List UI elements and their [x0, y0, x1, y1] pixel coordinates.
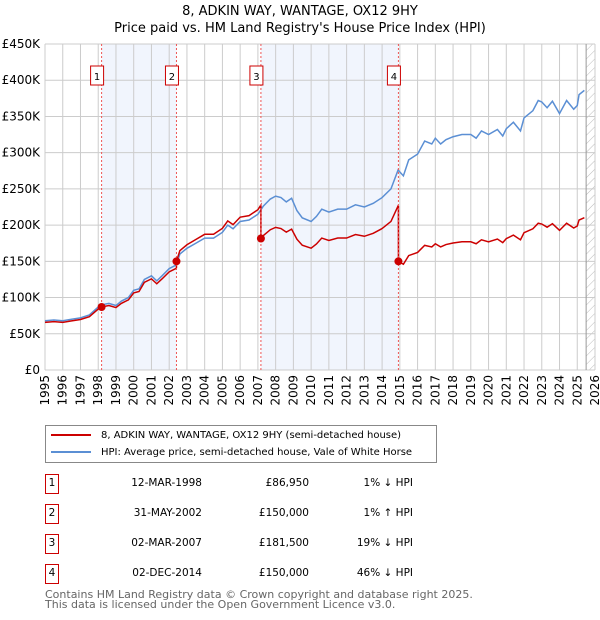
y-tick-label: £100K — [2, 291, 42, 305]
y-tick-label: £50K — [9, 327, 41, 341]
sale-point — [256, 234, 265, 243]
sale-number: 3 — [253, 72, 259, 83]
sale-hpi-diff: 19% ↓ HPI — [356, 537, 413, 549]
sale-number-badge: 2 — [45, 504, 59, 524]
sale-row: 4 02-DEC-2014 £150,000 46% ↓ HPI — [45, 564, 445, 586]
hpi-line — [44, 89, 585, 322]
x-tick-label: 2021 — [499, 375, 513, 406]
sale-period-shading — [101, 44, 177, 370]
sale-hpi-diff: 46% ↓ HPI — [356, 567, 413, 579]
y-tick-label: £250K — [2, 182, 42, 196]
x-tick-label: 2008 — [269, 375, 283, 406]
price-chart: £0 £50K £100K £150K £200K £250K £300K £350K £400… — [2, 37, 600, 406]
x-tick-label: 2020 — [482, 375, 496, 406]
x-tick-label: 2005 — [215, 375, 229, 406]
x-tick-label: 2000 — [127, 375, 141, 406]
sale-date: 31-MAY-2002 — [133, 507, 202, 519]
sale-hpi-diff: 1% ↓ HPI — [363, 477, 413, 489]
x-tick-label: 2025 — [570, 375, 584, 406]
sale-number-box — [90, 65, 105, 86]
x-tick-label: 2014 — [375, 375, 389, 406]
copyright-text: Contains HM Land Registry data © Crown c… — [45, 588, 473, 601]
y-tick-label: £0 — [25, 363, 40, 377]
sale-number: 4 — [391, 72, 397, 83]
x-tick-label: 2015 — [393, 375, 407, 406]
x-tick-label: 2024 — [553, 375, 567, 406]
sale-row: 3 02-MAR-2007 £181,500 19% ↓ HPI — [45, 534, 445, 556]
sale-price: £181,500 — [258, 537, 309, 549]
x-tick-label: 1999 — [109, 375, 123, 406]
sale-number: 2 — [169, 72, 175, 83]
chart-title: 8, ADKIN WAY, WANTAGE, OX12 9HY — [182, 4, 418, 19]
x-tick-label: 2012 — [340, 375, 354, 406]
sale-date: 02-MAR-2007 — [131, 537, 202, 549]
x-tick-label: 2022 — [517, 375, 531, 406]
x-tick-label: 2007 — [251, 375, 265, 406]
sale-number-badge: 3 — [45, 534, 59, 554]
y-tick-label: £200K — [2, 218, 42, 232]
x-tick-label: 2023 — [535, 375, 549, 406]
legend-label: HPI: Average price, semi-detached house,… — [101, 446, 413, 458]
x-tick-label: 2019 — [464, 375, 478, 406]
sale-date: 02-DEC-2014 — [132, 567, 202, 579]
y-tick-label: £400K — [2, 73, 42, 87]
x-tick-label: 2018 — [446, 375, 460, 406]
sale-number-box — [386, 65, 401, 86]
sale-row: 2 31-MAY-2002 £150,000 1% ↑ HPI — [45, 504, 445, 526]
y-tick-label: £300K — [2, 146, 42, 160]
legend: 8, ADKIN WAY, WANTAGE, OX12 9HY (semi-de… — [45, 425, 437, 463]
sale-number: 1 — [94, 72, 100, 83]
x-tick-label: 2026 — [588, 375, 600, 406]
y-tick-label: £450K — [2, 37, 42, 51]
projection-hatch — [586, 44, 595, 370]
x-tick-label: 2002 — [162, 375, 176, 406]
legend-item-price: 8, ADKIN WAY, WANTAGE, OX12 9HY (semi-de… — [51, 427, 401, 443]
x-tick-label: 1995 — [38, 375, 52, 406]
x-tick-label: 2010 — [304, 375, 318, 406]
x-tick-label: 2003 — [180, 375, 194, 406]
sale-number-badge: 4 — [45, 564, 59, 584]
sale-point — [172, 257, 181, 266]
footer: Contains HM Land Registry data © Crown c… — [45, 588, 473, 611]
sale-price: £86,950 — [265, 477, 309, 489]
chart-subtitle: Price paid vs. HM Land Registry's House … — [114, 21, 486, 36]
x-tick-label: 2009 — [286, 375, 300, 406]
x-tick-label: 2006 — [233, 375, 247, 406]
x-tick-label: 2013 — [357, 375, 371, 406]
blue-line-swatch — [51, 451, 91, 453]
x-tick-label: 2016 — [411, 375, 425, 406]
sale-row: 1 12-MAR-1998 £86,950 1% ↓ HPI — [45, 474, 445, 496]
x-tick-label: 1998 — [91, 375, 105, 406]
licence-text: This data is licensed under the Open Gov… — [45, 598, 396, 611]
x-tick-label: 2011 — [322, 375, 336, 406]
sale-price: £150,000 — [258, 507, 309, 519]
y-tick-label: £150K — [2, 254, 42, 268]
x-tick-label: 1996 — [56, 375, 70, 406]
sale-number-box — [249, 65, 264, 86]
x-tick-label: 2004 — [198, 375, 212, 406]
x-tick-label: 1997 — [73, 375, 87, 406]
sale-number-badge: 1 — [45, 474, 59, 494]
sale-hpi-diff: 1% ↑ HPI — [363, 507, 413, 519]
x-tick-label: 2001 — [144, 375, 158, 406]
legend-label: 8, ADKIN WAY, WANTAGE, OX12 9HY (semi-de… — [101, 429, 402, 441]
legend-item-hpi: HPI: Average price, semi-detached house,… — [51, 444, 412, 460]
sale-price: £150,000 — [258, 567, 309, 579]
sale-point — [97, 303, 106, 312]
sale-point — [394, 257, 403, 266]
sale-period-shading — [260, 44, 399, 370]
sale-date: 12-MAR-1998 — [131, 477, 202, 489]
sale-number-box — [164, 65, 179, 86]
red-line-swatch — [51, 434, 91, 436]
y-tick-label: £350K — [2, 109, 42, 123]
price-paid-line — [44, 202, 585, 324]
x-tick-label: 2017 — [428, 375, 442, 406]
